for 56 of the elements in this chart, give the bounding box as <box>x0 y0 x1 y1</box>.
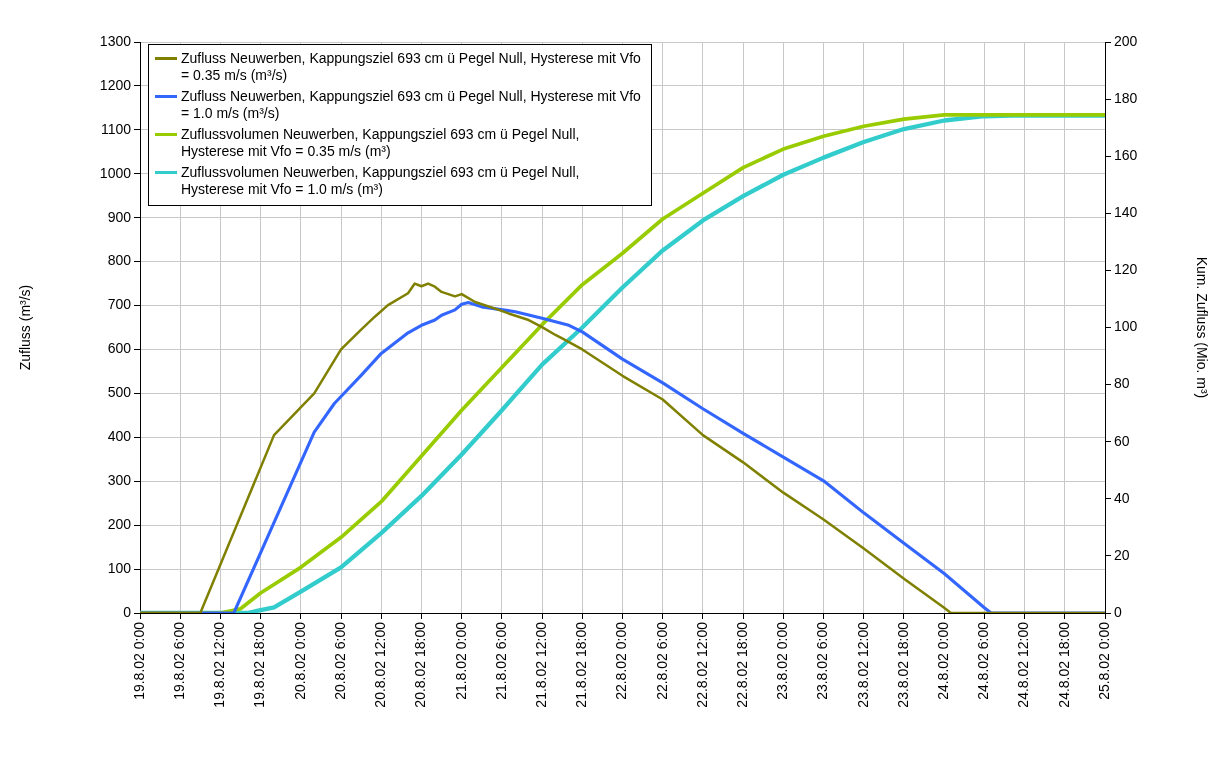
x-tick-label: 21.8.02 6:00 <box>492 621 509 700</box>
y2-tick-label: 200 <box>1114 32 1138 49</box>
x-tick-label: 20.8.02 18:00 <box>412 621 429 708</box>
legend-label: Zufluss Neuwerben, Kappungsziel 693 cm ü Pegel Null, Hysterese mit Vfo = 0.35 m/s (m³/s) <box>181 50 642 84</box>
x-tick-label: 19.8.02 12:00 <box>211 621 228 708</box>
x-tick-label: 19.8.02 6:00 <box>171 621 188 700</box>
y2-tick-label: 120 <box>1114 261 1138 278</box>
x-tick-label: 22.8.02 6:00 <box>653 621 670 700</box>
y-tick-label: 1200 <box>99 76 132 93</box>
y2-tick-label: 160 <box>1114 147 1138 164</box>
x-tick-label: 24.8.02 12:00 <box>1015 621 1032 708</box>
x-tick-label: 20.8.02 6:00 <box>331 621 348 700</box>
y2-tick-label: 60 <box>1114 432 1130 449</box>
y2-axis-title: Kum. Zufluss (Mio. m³) <box>1193 256 1210 399</box>
y-tick-label: 400 <box>107 428 132 445</box>
x-tick-label: 22.8.02 12:00 <box>693 621 710 708</box>
y-axis-title: Zufluss (m³/s) <box>17 284 34 371</box>
y-tick-label: 1100 <box>100 120 132 137</box>
x-tick-label: 25.8.02 0:00 <box>1095 621 1112 700</box>
x-tick-label: 22.8.02 0:00 <box>613 621 630 700</box>
x-tick-label: 24.8.02 18:00 <box>1055 621 1072 708</box>
x-tick-label: 23.8.02 0:00 <box>774 621 791 700</box>
y2-tick-label: 40 <box>1114 489 1130 506</box>
y-tick-label: 100 <box>107 559 132 576</box>
y2-tick-label: 100 <box>1114 318 1138 335</box>
y-tick-label: 500 <box>107 384 132 401</box>
y2-tick-label: 180 <box>1114 89 1138 106</box>
x-tick-label: 21.8.02 0:00 <box>452 621 469 700</box>
y-tick-label: 300 <box>107 472 132 489</box>
y2-tick-label: 140 <box>1114 204 1138 221</box>
x-tick-label: 21.8.02 18:00 <box>573 621 590 708</box>
legend-label: Zuflussvolumen Neuwerben, Kappungsziel 693 cm ü Pegel Null, Hysterese mit Vfo = 1.0 m/s (m³) <box>181 164 581 198</box>
y-tick-label: 800 <box>107 252 132 269</box>
x-tick-label: 21.8.02 12:00 <box>532 621 549 708</box>
y-tick-label: 900 <box>107 208 132 225</box>
y-tick-label: 200 <box>107 516 132 533</box>
y-tick-label: 1300 <box>99 32 132 49</box>
y2-tick-label: 20 <box>1114 546 1130 563</box>
y-tick-label: 0 <box>123 603 132 620</box>
x-tick-label: 24.8.02 0:00 <box>935 621 952 700</box>
legend-label: Zufluss Neuwerben, Kappungsziel 693 cm ü Pegel Null, Hysterese mit Vfo = 1.0 m/s (m³/s) <box>181 88 642 122</box>
x-tick-label: 20.8.02 12:00 <box>372 621 389 708</box>
y-tick-label: 600 <box>107 340 132 357</box>
y-tick-label: 700 <box>107 296 132 313</box>
y2-tick-label: 80 <box>1114 375 1130 392</box>
x-tick-label: 23.8.02 6:00 <box>814 621 831 700</box>
x-tick-label: 22.8.02 18:00 <box>733 621 750 708</box>
x-tick-label: 19.8.02 0:00 <box>130 621 147 700</box>
x-tick-label: 23.8.02 12:00 <box>854 621 871 708</box>
x-tick-label: 20.8.02 0:00 <box>291 621 308 700</box>
x-tick-label: 24.8.02 6:00 <box>975 621 992 700</box>
legend-label: Zuflussvolumen Neuwerben, Kappungsziel 693 cm ü Pegel Null, Hysterese mit Vfo = 0.35 m/s (m³) <box>181 126 581 160</box>
x-tick-label: 23.8.02 18:00 <box>894 621 911 708</box>
y2-tick-label: 0 <box>1114 603 1122 620</box>
y-tick-label: 1000 <box>99 164 132 181</box>
x-tick-label: 19.8.02 18:00 <box>251 621 268 708</box>
